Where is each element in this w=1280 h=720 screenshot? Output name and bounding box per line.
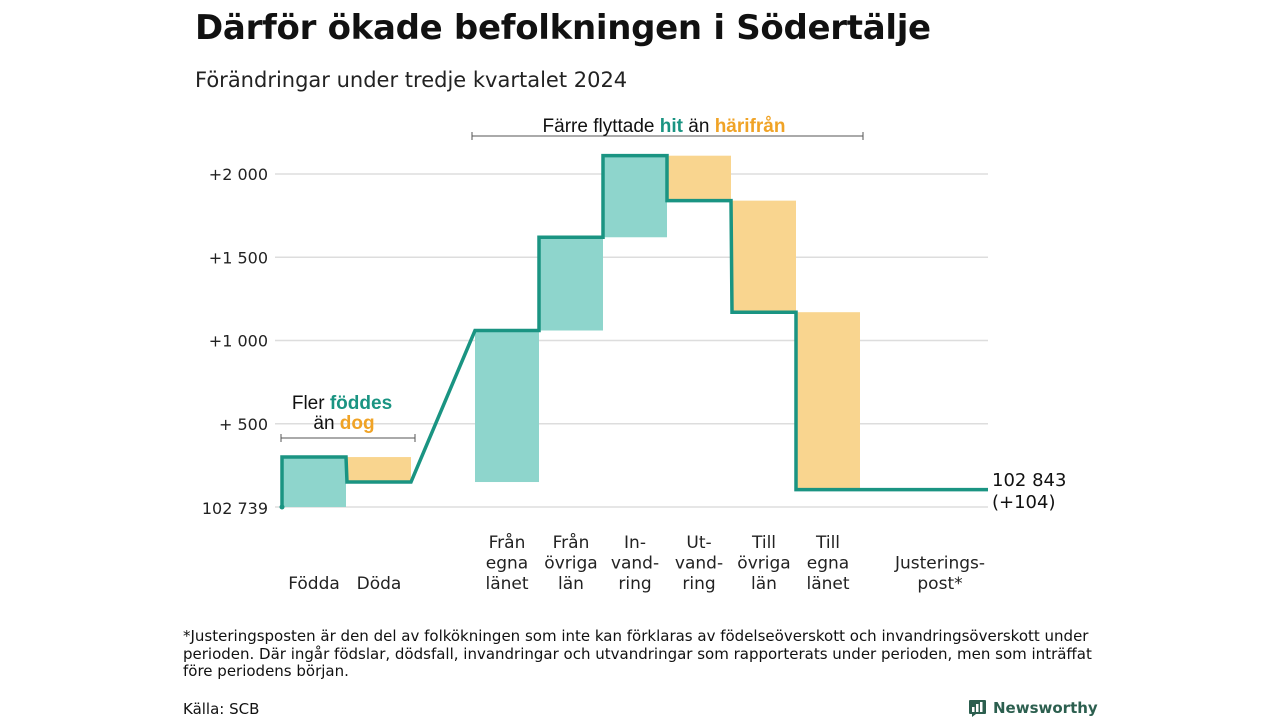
category-label-line: Döda <box>357 574 402 594</box>
category-label-line: vand- <box>675 554 723 574</box>
waterfall-bar <box>667 155 731 201</box>
waterfall-bar <box>796 312 860 490</box>
category-label: In-vand-ring <box>611 533 659 594</box>
migration-annotation-hit: hit <box>660 116 684 137</box>
category-label-line: länet <box>806 574 849 594</box>
births-annotation-foddes: föddes <box>330 393 392 414</box>
newsworthy-bar-icon <box>969 699 986 717</box>
births-annotation: Fler föddes än dog <box>280 393 416 442</box>
migration-annotation-harifran: härifrån <box>715 116 786 137</box>
y-tick-label: +1 000 <box>209 332 268 351</box>
migration-annotation-prefix: Färre flyttade <box>543 116 655 137</box>
category-label-line: län <box>558 574 584 594</box>
waterfall-bar <box>603 155 667 238</box>
category-label: Från egna länet <box>485 532 528 594</box>
migration-annotation-mid: än <box>688 116 709 137</box>
births-annotation-prefix: Fler <box>292 393 325 414</box>
category-label: Från övriga län <box>544 532 597 594</box>
waterfall-bar <box>475 330 539 483</box>
end-label-change: (+104) <box>992 492 1055 513</box>
svg-text:än dog: än dog <box>313 413 374 434</box>
waterfall-bar <box>539 237 603 331</box>
category-label-line: Justerings- <box>894 554 985 574</box>
category-label-line: Ut- <box>686 533 711 553</box>
end-label: 102 843 (+104) <box>992 470 1072 513</box>
category-label-line: Till <box>751 533 776 553</box>
category-label: Till övriga län <box>737 533 790 594</box>
births-annotation-an: än <box>313 413 334 434</box>
category-label-line: län <box>751 574 777 594</box>
cumulative-step-line <box>280 153 988 507</box>
category-label-line: Från <box>553 532 590 553</box>
category-label: Justerings-post* <box>894 554 985 595</box>
category-label-line: Till <box>815 533 840 553</box>
category-label: Till egna länet <box>806 533 849 594</box>
category-label-line: egna <box>807 554 849 574</box>
category-label-line: post* <box>917 574 962 594</box>
migration-annotation: Färre flyttade hit än härifrån <box>471 116 864 140</box>
category-label-line: egna <box>486 554 528 574</box>
newsworthy-logo: Newsworthy <box>968 697 1098 719</box>
category-label-line: övriga <box>737 554 790 574</box>
end-label-total: 102 843 <box>992 470 1066 491</box>
chart-title: Därför ökade befolkningen i Södertälje <box>195 8 931 48</box>
category-label-line: övriga <box>544 554 597 574</box>
category-label: Ut-vand-ring <box>675 533 723 594</box>
category-label-line: länet <box>485 574 528 594</box>
category-label: Döda <box>357 574 402 594</box>
category-label: Födda <box>288 574 340 594</box>
category-label-line: vand- <box>611 554 659 574</box>
waterfall-bar <box>282 457 346 507</box>
svg-text:Fler föddes: Fler föddes <box>292 393 392 414</box>
category-label-line: ring <box>682 574 715 594</box>
waterfall-bar <box>732 200 796 313</box>
footnote: *Justeringsposten är den del av folkökni… <box>183 627 1092 680</box>
births-annotation-dog: dog <box>340 413 375 434</box>
y-tick-label: +2 000 <box>209 165 268 184</box>
y-tick-label: +1 500 <box>209 248 268 267</box>
category-label-line: ring <box>618 574 651 594</box>
source-note: Källa: SCB <box>183 700 260 718</box>
brand-name: Newsworthy <box>993 699 1098 717</box>
waterfall-bar <box>347 457 411 483</box>
category-label-line: In- <box>624 533 646 553</box>
category-label-line: Födda <box>288 574 340 594</box>
category-label-line: Från <box>489 532 526 553</box>
svg-text:Färre flyttade hit: Färre flyttade hit än härifrån <box>543 116 786 137</box>
baseline-label: 102 739 <box>202 499 268 518</box>
y-tick-label: + 500 <box>219 415 268 434</box>
chart-subtitle: Förändringar under tredje kvartalet 2024 <box>195 68 628 92</box>
